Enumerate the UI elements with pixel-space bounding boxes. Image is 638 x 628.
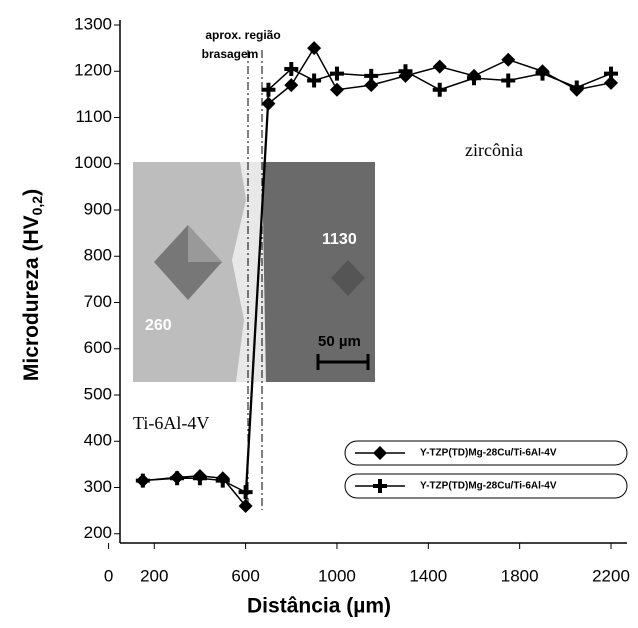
y-label-sub: 0,2 [29, 196, 45, 216]
marker [569, 80, 584, 95]
marker [307, 73, 322, 88]
marker [192, 471, 207, 486]
marker [215, 473, 230, 488]
marker [501, 73, 516, 88]
marker [284, 78, 299, 93]
x-tick-label: 0 [104, 566, 113, 585]
inset-scale: 50 µm [318, 333, 361, 350]
legend-box [344, 473, 628, 499]
x-tick-label: 1800 [501, 566, 539, 585]
inset-image: 260 1130 50 µm [133, 162, 375, 382]
legend-label: Y-TZP(TD)Mg-28Cu/Ti-6Al-4V [420, 448, 557, 459]
marker [364, 78, 379, 93]
legend-marker [373, 446, 387, 460]
marker [135, 473, 150, 488]
annotation: aprox. região [205, 28, 280, 42]
annotation: Ti-6Al-4V [133, 413, 209, 433]
x-axis-label: Distância (µm) [247, 595, 391, 618]
marker [364, 68, 379, 83]
y-tick-label: 500 [84, 384, 112, 403]
y-tick-label: 1200 [74, 61, 112, 80]
legend-label: Y-TZP(TD)Mg-28Cu/Ti-6Al-4V [420, 481, 557, 492]
y-tick-label: 1300 [74, 14, 112, 33]
x-tick-label: 600 [231, 566, 259, 585]
inset-label: 260 [145, 317, 172, 334]
x-tick-label: 1000 [318, 566, 356, 585]
y-tick-label: 1100 [75, 107, 112, 126]
marker [432, 59, 447, 74]
marker [535, 66, 550, 81]
y-tick-label: 700 [84, 292, 112, 311]
x-tick-label: 1400 [409, 566, 447, 585]
marker [604, 75, 619, 90]
y-tick-label: 200 [84, 523, 112, 542]
annotation: brasagem [202, 47, 259, 61]
marker [432, 82, 447, 97]
y-tick-label: 400 [84, 431, 112, 450]
marker [238, 499, 253, 513]
marker [284, 61, 299, 76]
y-tick-label: 900 [84, 199, 112, 218]
marker [261, 96, 276, 111]
y-tick-label: 800 [84, 246, 112, 265]
y-axis-label: Microdureza (HV0,2) [20, 189, 45, 381]
y-tick-label: 1000 [74, 153, 112, 172]
marker [261, 82, 276, 97]
x-tick-label: 2200 [592, 566, 630, 585]
x-tick-label: 200 [140, 566, 168, 585]
legend-marker [373, 479, 387, 493]
y-label-main: Microdureza (HV [20, 215, 43, 381]
inset-label: 1130 [322, 231, 357, 248]
marker [398, 64, 413, 79]
marker [604, 66, 619, 81]
marker [170, 471, 185, 486]
legend-box [344, 440, 628, 466]
marker [329, 66, 344, 81]
annotation: zircônia [465, 140, 523, 160]
y-tick-label: 300 [84, 477, 112, 496]
marker [501, 52, 516, 67]
marker [329, 82, 344, 97]
marker [466, 71, 481, 86]
y-tick-label: 600 [84, 338, 112, 357]
marker [307, 41, 322, 56]
marker [238, 485, 253, 500]
y-label-end: ) [20, 189, 43, 196]
